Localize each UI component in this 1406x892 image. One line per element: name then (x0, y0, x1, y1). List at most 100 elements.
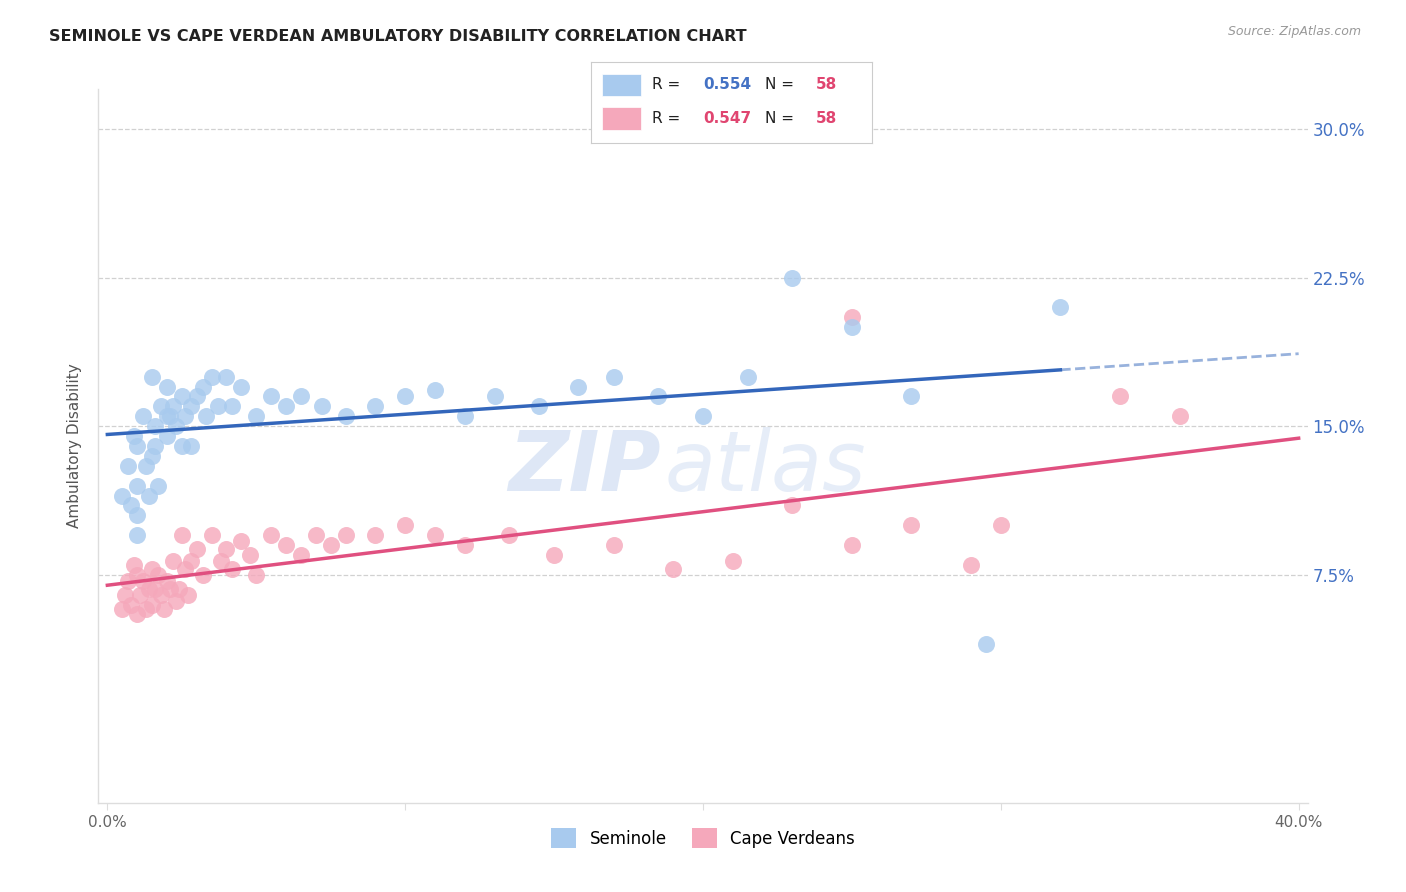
Point (335, 528, 357, 542)
Point (153, 601, 176, 615)
Point (135, 458, 157, 473)
Point (274, 400, 297, 414)
Point (290, 389, 312, 403)
Point (498, 528, 520, 542)
Point (454, 409, 477, 424)
Point (215, 369, 238, 384)
Point (132, 574, 155, 588)
Point (170, 389, 193, 403)
Point (394, 518, 416, 533)
Text: 0.554: 0.554 (703, 78, 751, 93)
Point (454, 538, 477, 552)
Text: SEMINOLE VS CAPE VERDEAN AMBULATORY DISABILITY CORRELATION CHART: SEMINOLE VS CAPE VERDEAN AMBULATORY DISA… (49, 29, 747, 44)
Point (1049, 300, 1071, 314)
FancyBboxPatch shape (602, 107, 641, 130)
Point (122, 558, 145, 572)
Point (290, 548, 312, 562)
Point (120, 598, 142, 612)
Point (141, 562, 163, 576)
Point (162, 554, 184, 568)
Point (191, 379, 214, 393)
Point (149, 400, 172, 414)
Point (146, 567, 169, 582)
Point (394, 389, 416, 403)
Text: N =: N = (765, 78, 799, 93)
Point (141, 369, 163, 384)
Point (180, 554, 202, 568)
Point (117, 574, 139, 588)
Point (156, 409, 179, 424)
Legend: Seminole, Cape Verdeans: Seminole, Cape Verdeans (544, 822, 862, 855)
Point (782, 499, 804, 513)
Point (245, 409, 267, 424)
Point (122, 429, 145, 443)
Point (423, 528, 446, 542)
Point (159, 582, 181, 596)
Text: 0.547: 0.547 (703, 112, 751, 126)
Y-axis label: Ambulatory Disability: Ambulatory Disability (67, 364, 83, 528)
Point (841, 310, 863, 325)
Point (974, 637, 997, 651)
Point (721, 554, 744, 568)
Point (484, 389, 506, 403)
Point (170, 528, 193, 542)
Point (143, 439, 166, 453)
Point (260, 528, 283, 542)
Point (737, 369, 759, 384)
Point (146, 478, 169, 492)
Point (165, 419, 187, 434)
Text: R =: R = (652, 78, 686, 93)
Point (170, 439, 193, 453)
Point (960, 558, 983, 572)
Point (221, 400, 243, 414)
Point (191, 567, 214, 582)
Point (186, 542, 208, 557)
Point (162, 400, 184, 414)
Point (239, 548, 262, 562)
Point (900, 389, 922, 403)
Point (127, 478, 149, 492)
Point (245, 567, 267, 582)
Point (111, 601, 134, 615)
Point (692, 409, 714, 424)
Point (180, 400, 202, 414)
Point (260, 389, 283, 403)
Text: atlas: atlas (664, 427, 866, 508)
Point (127, 439, 149, 453)
Text: 58: 58 (815, 78, 837, 93)
Point (167, 582, 190, 596)
Point (180, 439, 202, 453)
Point (132, 409, 155, 424)
Point (165, 593, 187, 607)
Text: N =: N = (765, 112, 799, 126)
Point (319, 538, 342, 552)
Text: 58: 58 (815, 112, 837, 126)
Point (662, 562, 685, 576)
Point (127, 508, 149, 523)
Point (194, 409, 217, 424)
Point (200, 369, 222, 384)
Point (423, 384, 446, 398)
Point (567, 379, 589, 393)
Point (841, 538, 863, 552)
Point (841, 320, 863, 334)
Point (143, 582, 166, 596)
Point (141, 598, 163, 612)
Point (127, 528, 149, 542)
Point (127, 567, 149, 582)
Point (143, 419, 166, 434)
Point (186, 389, 208, 403)
Point (138, 582, 160, 596)
Point (364, 400, 387, 414)
Point (114, 588, 136, 602)
Point (335, 409, 357, 424)
Point (221, 562, 243, 576)
Point (647, 389, 669, 403)
Point (149, 588, 172, 602)
Point (782, 270, 804, 285)
Point (602, 369, 624, 384)
Point (274, 538, 297, 552)
Point (543, 548, 565, 562)
Point (231, 534, 253, 549)
Text: Source: ZipAtlas.com: Source: ZipAtlas.com (1227, 25, 1361, 38)
